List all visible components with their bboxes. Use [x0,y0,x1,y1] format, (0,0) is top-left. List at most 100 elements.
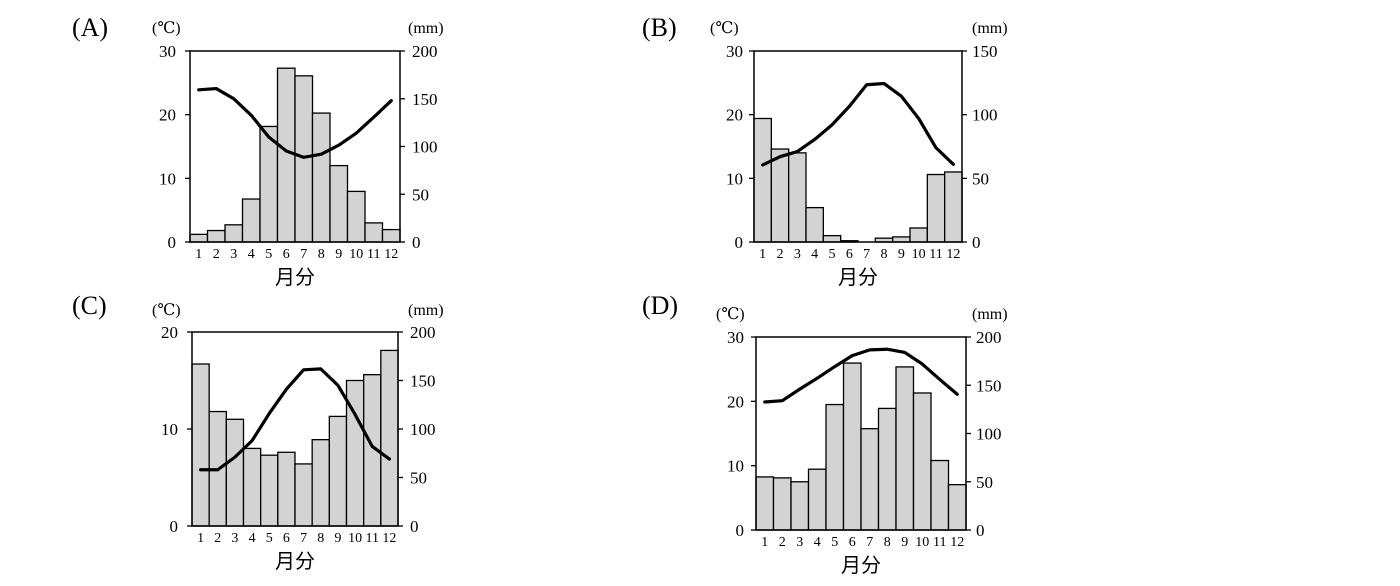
x-tick-label: 4 [248,247,255,262]
precip-bar-7 [294,463,313,527]
x-tick-label: 8 [881,247,888,262]
precip-bar-8 [877,407,897,531]
x-tick-label: 2 [213,247,220,262]
y-left-tick-label: 10 [159,169,176,188]
x-tick-label: 9 [334,531,341,546]
y-right-unit-label: (mm) [972,306,1008,323]
y-left-tick-label: 10 [727,457,744,476]
x-tick-label: 4 [814,535,821,550]
x-tick-label: 4 [811,247,818,262]
x-tick-label: 3 [794,247,801,262]
precip-bar-11 [930,459,950,531]
x-tick-label: 1 [759,247,766,262]
x-tick-label: 5 [831,535,838,550]
precip-bar-12 [380,349,399,527]
precip-bar-3 [788,152,807,243]
x-tick-label: 5 [829,247,836,262]
x-tick-label: 10 [912,247,926,262]
y-right-tick-label: 200 [410,323,436,342]
y-left-tick-label: 0 [735,233,744,252]
y-left-tick-label: 20 [161,323,178,342]
x-tick-label: 9 [901,535,908,550]
temperature-line [198,367,392,472]
y-right-unit-label: (mm) [408,20,444,37]
y-right-tick-label: 50 [972,169,989,188]
x-tick-label: 6 [846,247,853,262]
y-left-tick-label: 20 [726,106,743,125]
y-right-tick-label: 100 [410,420,436,439]
precip-bar-5 [825,403,845,531]
precip-bar-4 [241,198,261,243]
panel-label: (C) [72,291,107,320]
y-right-tick-label: 50 [410,469,427,488]
precip-bar-10 [346,190,366,243]
precip-bar-1 [755,476,775,531]
x-tick-label: 1 [197,531,204,546]
y-right-tick-label: 0 [412,233,421,252]
x-tick-label: 3 [796,535,803,550]
y-left-tick-label: 30 [726,42,743,61]
x-axis-label: 月分 [275,550,315,573]
x-tick-label: 1 [195,247,202,262]
x-tick-label: 11 [929,247,942,262]
precip-bar-1 [191,363,210,527]
x-tick-label: 7 [863,247,870,262]
x-tick-label: 12 [946,247,960,262]
precip-bar-3 [225,418,245,527]
precip-bar-9 [892,236,911,243]
y-left-tick-label: 20 [159,106,176,125]
x-tick-label: 10 [348,531,362,546]
precip-bar-1 [189,233,209,243]
x-tick-label: 4 [249,531,256,546]
precip-bar-5 [260,454,279,527]
y-right-tick-label: 50 [976,473,993,492]
precip-bar-9 [895,366,915,531]
y-left-tick-label: 10 [726,169,743,188]
y-left-unit-label: (℃) [152,20,181,37]
precip-bar-10 [909,227,928,243]
x-tick-label: 3 [231,531,238,546]
y-left-tick-label: 0 [168,233,177,252]
temperature-line [197,86,393,159]
panel-label: (D) [642,291,678,320]
x-tick-label: 7 [300,247,307,262]
precip-bar-12 [947,483,967,531]
y-right-tick-label: 200 [976,328,1002,347]
panel-label: (A) [72,13,108,42]
temperature-line [763,347,959,404]
y-right-tick-label: 200 [412,42,438,61]
y-left-unit-label: (℃) [710,20,739,37]
y-right-tick-label: 0 [972,233,981,252]
x-tick-label: 9 [335,247,342,262]
x-tick-label: 12 [382,531,396,546]
precip-bar-5 [822,234,842,243]
precip-bar-12 [944,171,963,243]
precip-bar-4 [242,447,262,527]
precip-bar-12 [381,228,401,243]
precip-bar-4 [805,206,824,243]
temperature-line [761,81,955,167]
y-right-tick-label: 150 [410,372,436,391]
y-right-tick-label: 150 [412,90,438,109]
x-tick-label: 11 [366,531,379,546]
x-tick-label: 7 [300,531,307,546]
precip-bar-3 [790,481,810,531]
x-tick-label: 5 [265,247,272,262]
x-axis-label: 月分 [841,554,881,577]
precip-bar-2 [206,229,226,243]
x-axis-label: 月分 [275,266,315,289]
x-tick-label: 12 [384,247,398,262]
y-right-unit-label: (mm) [972,20,1008,37]
y-left-tick-label: 0 [736,521,745,540]
precip-bar-6 [842,362,862,531]
precip-bar-8 [311,112,331,243]
y-left-tick-label: 0 [170,517,179,536]
x-tick-label: 2 [214,531,221,546]
panel-label: (B) [642,13,677,42]
precip-bar-2 [770,148,790,243]
precip-bar-1 [753,117,772,243]
x-tick-label: 11 [367,247,380,262]
y-right-tick-label: 100 [976,425,1002,444]
precip-bar-11 [926,173,946,243]
